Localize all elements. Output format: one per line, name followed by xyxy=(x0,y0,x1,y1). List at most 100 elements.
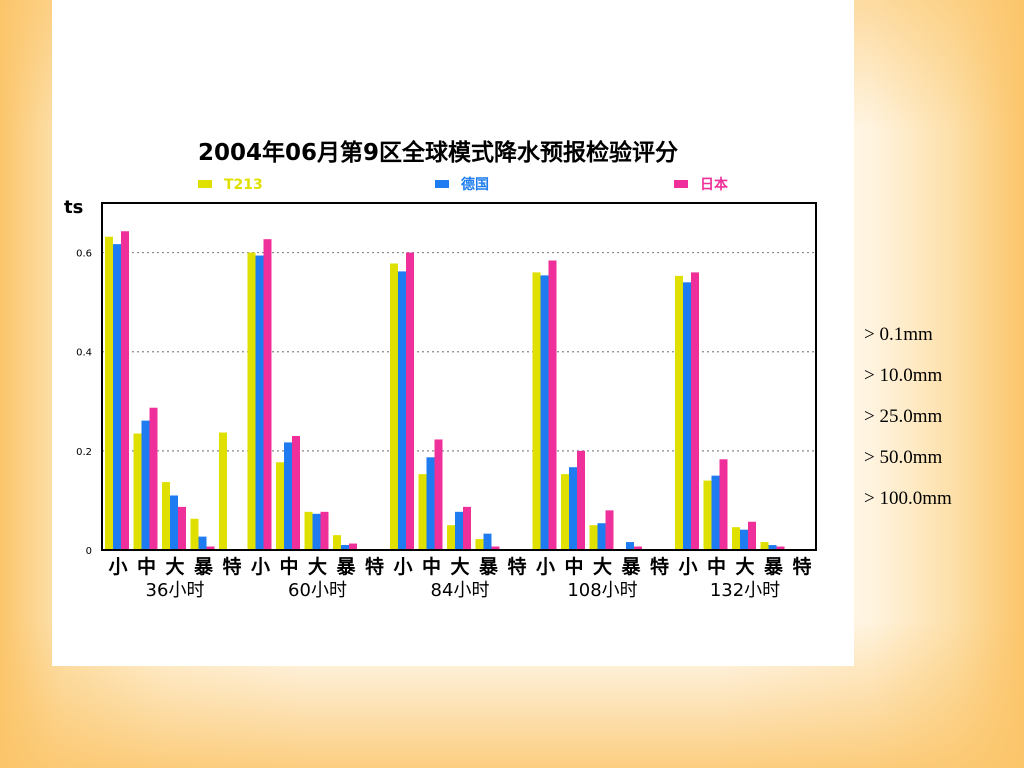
bar-17-2 xyxy=(605,510,614,550)
x-tick-label: 大 xyxy=(450,555,469,578)
bar-16-0 xyxy=(561,474,569,550)
bar-7-2 xyxy=(320,511,329,550)
bar-0-0 xyxy=(105,236,113,551)
bar-12-0 xyxy=(447,525,455,550)
bar-1-1 xyxy=(141,420,150,550)
threshold-note: > 0.1mm xyxy=(864,324,933,345)
x-tick-label: 大 xyxy=(593,555,612,578)
bar-11-0 xyxy=(418,474,427,550)
y-tick-label: 0 xyxy=(86,546,92,557)
bar-15-2 xyxy=(548,260,557,550)
legend-swatch xyxy=(435,180,449,188)
x-tick-label: 暴 xyxy=(336,556,356,578)
y-axis-ticks: 0 0.2 0.4 0.6 xyxy=(76,249,92,557)
bar-2-0 xyxy=(162,482,170,550)
bar-5-1 xyxy=(255,255,264,550)
group-labels: 36小时 60小时 84小时 108小时 132小时 xyxy=(146,580,781,601)
bar-1-0 xyxy=(133,433,142,550)
bar-10-0 xyxy=(390,263,398,550)
x-tick-label: 大 xyxy=(735,555,754,578)
bar-13-2 xyxy=(491,546,500,550)
bar-10-1 xyxy=(398,271,406,550)
y-tick-label: 0.6 xyxy=(76,249,92,260)
group-label: 132小时 xyxy=(710,580,780,601)
bar-4-0 xyxy=(219,432,227,550)
legend-swatch xyxy=(674,180,688,188)
bar-18-1 xyxy=(626,542,634,550)
bar-5-2 xyxy=(263,239,272,551)
bar-17-1 xyxy=(597,523,606,550)
legend-label: 日本 xyxy=(700,176,729,193)
bar-16-1 xyxy=(569,467,577,550)
bar-20-0 xyxy=(675,275,683,550)
bar-1-2 xyxy=(149,407,158,550)
x-tick-label: 特 xyxy=(507,556,526,578)
bar-16-2 xyxy=(577,450,585,550)
bar-13-1 xyxy=(483,533,492,550)
chart-bars xyxy=(105,231,785,551)
threshold-note: > 10.0mm xyxy=(864,365,943,386)
legend-label: 德国 xyxy=(461,176,489,193)
bar-13-0 xyxy=(475,539,484,550)
bar-22-2 xyxy=(748,521,756,550)
threshold-note: > 100.0mm xyxy=(864,488,952,509)
x-tick-label: 大 xyxy=(308,555,327,578)
x-tick-label: 暴 xyxy=(764,556,784,578)
bar-18-2 xyxy=(634,546,642,550)
x-tick-label: 中 xyxy=(707,555,726,578)
x-tick-label: 特 xyxy=(792,556,811,578)
bar-7-1 xyxy=(312,513,321,550)
bar-0-2 xyxy=(121,231,129,550)
bar-7-0 xyxy=(304,511,313,550)
x-tick-label: 中 xyxy=(422,555,441,578)
x-axis-labels: 小中大暴特小中大暴特小中大暴特小中大暴特小中大暴特 xyxy=(108,555,811,578)
bar-21-2 xyxy=(719,459,728,550)
group-label: 108小时 xyxy=(567,580,637,601)
threshold-notes: > 0.1mm > 10.0mm > 25.0mm > 50.0mm > 100… xyxy=(864,322,1014,527)
bar-23-2 xyxy=(776,546,785,550)
y-tick-label: 0.4 xyxy=(76,348,92,359)
bar-3-1 xyxy=(198,536,207,550)
bar-6-1 xyxy=(284,442,292,550)
chart-legend: T213 德国 日本 xyxy=(198,176,729,193)
x-tick-label: 暴 xyxy=(479,556,499,578)
x-tick-label: 小 xyxy=(251,556,270,578)
chart-panel: 2004年06月第9区全球模式降水预报检验评分 T213 德国 日本 ts 0 0.2… xyxy=(52,0,854,666)
x-tick-label: 暴 xyxy=(621,556,641,578)
legend-swatch xyxy=(198,180,212,188)
y-tick-label: 0.2 xyxy=(76,447,92,458)
bar-23-1 xyxy=(768,545,777,550)
bar-8-2 xyxy=(349,543,357,550)
bar-0-1 xyxy=(113,244,121,550)
bar-20-1 xyxy=(683,282,691,550)
bar-21-1 xyxy=(711,475,720,550)
bar-12-2 xyxy=(463,506,471,550)
bar-2-2 xyxy=(178,506,186,550)
x-tick-label: 中 xyxy=(137,555,156,578)
bar-6-2 xyxy=(292,435,300,550)
chart-title: 2004年06月第9区全球模式降水预报检验评分 xyxy=(198,139,678,166)
x-tick-label: 特 xyxy=(650,556,669,578)
plot-frame xyxy=(101,202,817,551)
x-tick-label: 特 xyxy=(222,556,241,578)
legend-label: T213 xyxy=(224,177,263,193)
x-tick-label: 小 xyxy=(393,556,412,578)
bar-10-2 xyxy=(406,252,414,551)
bar-8-0 xyxy=(333,535,341,550)
bar-5-0 xyxy=(247,252,256,551)
bar-3-0 xyxy=(190,518,199,550)
chart-grid xyxy=(102,251,816,452)
bar-15-0 xyxy=(532,272,541,550)
x-tick-label: 小 xyxy=(536,556,555,578)
x-tick-label: 小 xyxy=(108,556,127,578)
bar-11-2 xyxy=(434,439,443,550)
threshold-note: > 50.0mm xyxy=(864,447,943,468)
y-axis-label: ts xyxy=(64,197,83,218)
bar-2-1 xyxy=(170,495,178,550)
x-tick-label: 大 xyxy=(165,555,184,578)
bar-17-0 xyxy=(589,525,598,550)
bar-21-0 xyxy=(703,480,712,550)
group-label: 36小时 xyxy=(146,580,205,601)
bar-8-1 xyxy=(341,545,349,550)
bar-22-1 xyxy=(740,529,748,550)
